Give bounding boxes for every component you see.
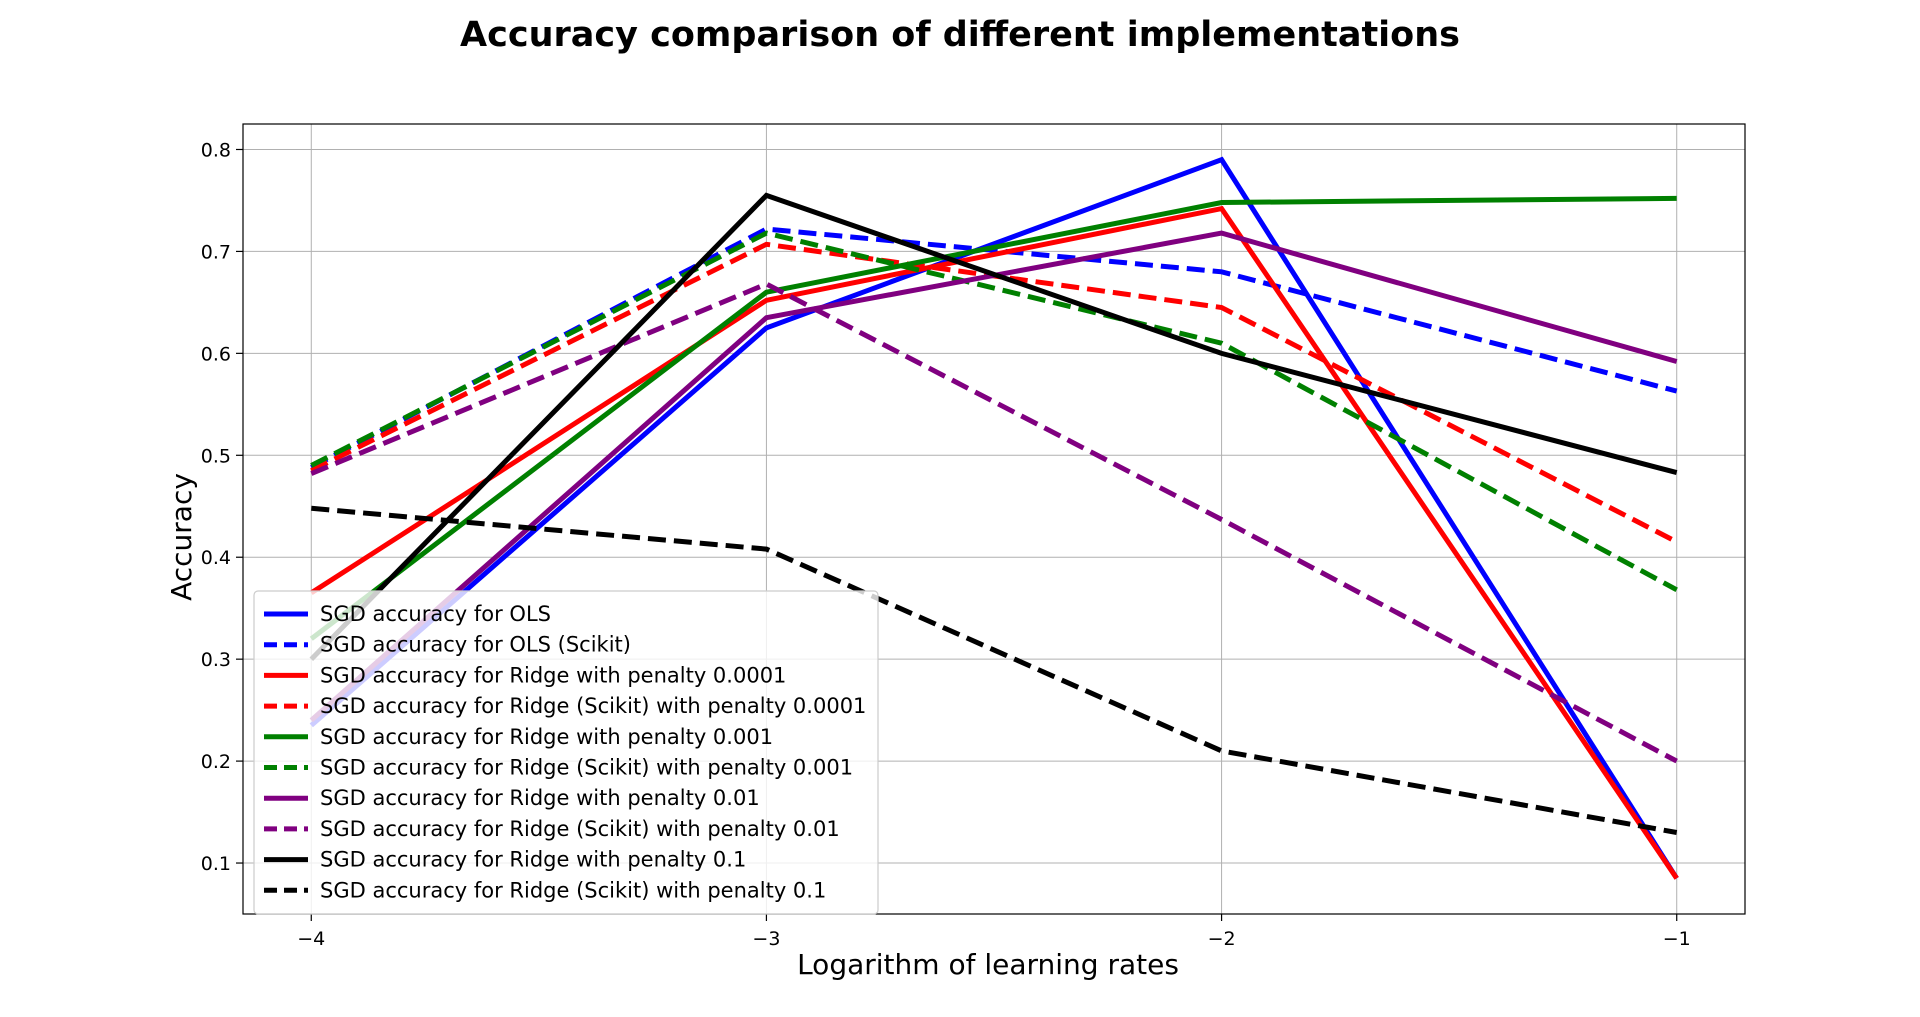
legend-item: SGD accuracy for Ridge (Scikit) with pen…	[264, 694, 866, 718]
legend-label: SGD accuracy for Ridge with penalty 0.1	[320, 848, 746, 872]
legend-label: SGD accuracy for OLS	[320, 602, 551, 626]
legend-item: SGD accuracy for OLS (Scikit)	[264, 633, 631, 657]
legend-label: SGD accuracy for Ridge with penalty 0.00…	[320, 725, 773, 749]
x-tick-label: −4	[297, 928, 325, 950]
series-line-10	[311, 505, 1678, 835]
legend-item: SGD accuracy for Ridge (Scikit) with pen…	[264, 817, 840, 841]
legend-label: SGD accuracy for Ridge with penalty 0.01	[320, 786, 760, 810]
legend-label: SGD accuracy for Ridge (Scikit) with pen…	[320, 817, 840, 841]
legend-item: SGD accuracy for Ridge (Scikit) with pen…	[264, 756, 853, 780]
x-tick-label: −3	[752, 928, 780, 950]
legend-item: SGD accuracy for Ridge with penalty 0.00…	[264, 663, 786, 687]
legend-label: SGD accuracy for Ridge (Scikit) with pen…	[320, 756, 853, 780]
axis-ticks: −4 −3 −2 −1 0.1 0.2 0.3 0.4 0.5 0.6 0.7 0.8	[201, 139, 1691, 950]
legend-item: SGD accuracy for OLS	[264, 602, 551, 626]
legend-label: SGD accuracy for Ridge with penalty 0.00…	[320, 663, 786, 687]
x-tick-label: −2	[1208, 928, 1236, 950]
legend-box	[253, 590, 879, 915]
y-tick-label: 0.7	[201, 241, 231, 263]
y-tick-label: 0.8	[201, 139, 231, 161]
y-tick-label: 0.1	[201, 853, 231, 875]
plot-area-frame	[242, 123, 1746, 915]
legend-item: SGD accuracy for Ridge with penalty 0.01	[264, 786, 760, 810]
series-lines	[309, 156, 1679, 880]
series-line-8	[310, 281, 1678, 764]
y-tick-label: 0.2	[201, 751, 231, 773]
y-tick-label: 0.6	[201, 343, 231, 365]
y-axis-label: Accuracy	[165, 473, 198, 601]
y-tick-label: 0.4	[201, 547, 231, 569]
chart-title: Accuracy comparison of different impleme…	[460, 15, 1460, 55]
legend-item: SGD accuracy for Ridge (Scikit) with pen…	[264, 878, 826, 902]
legend-item: SGD accuracy for Ridge with penalty 0.1	[264, 848, 746, 872]
legend-item: SGD accuracy for Ridge with penalty 0.00…	[264, 725, 773, 749]
legend-label: SGD accuracy for Ridge (Scikit) with pen…	[320, 878, 826, 902]
series-line-1	[309, 156, 1679, 880]
series-line-9	[309, 192, 1678, 661]
x-axis-label: Logarithm of learning rates	[797, 948, 1179, 981]
y-tick-label: 0.5	[201, 445, 231, 467]
series-line-3	[309, 205, 1679, 880]
x-tick-label: −1	[1663, 928, 1691, 950]
legend-label: SGD accuracy for OLS (Scikit)	[320, 633, 631, 657]
series-line-6	[310, 230, 1678, 592]
series-line-2	[310, 226, 1678, 470]
legend-label: SGD accuracy for Ridge (Scikit) with pen…	[320, 694, 866, 718]
series-line-5	[309, 195, 1677, 641]
y-tick-label: 0.3	[201, 649, 231, 671]
legend: SGD accuracy for OLS SGD accuracy for OLS…	[253, 590, 879, 915]
